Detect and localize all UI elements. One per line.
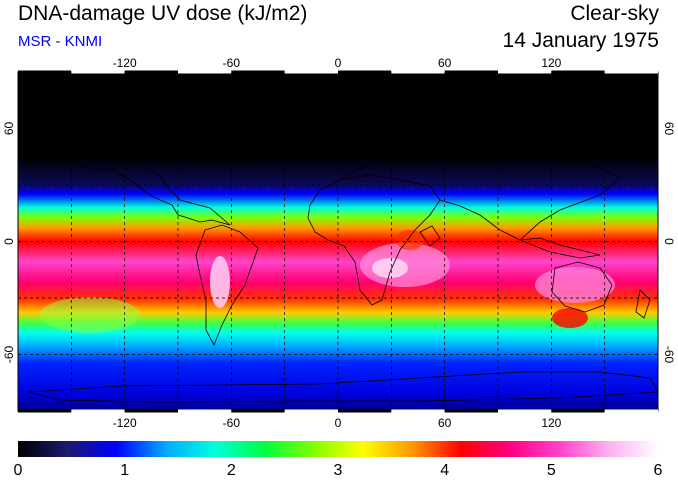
map-title: DNA-damage UV dose (kJ/m2) xyxy=(18,2,308,25)
colorbar-label: 1 xyxy=(120,462,129,479)
lon-label: 0 xyxy=(335,56,342,70)
frame-segment-bottom xyxy=(338,409,392,413)
colorbar-label: 0 xyxy=(14,462,23,479)
colorbar-label: 4 xyxy=(440,462,449,479)
frame-segment-top xyxy=(231,70,285,74)
frame-segment-bottom xyxy=(551,409,605,413)
lon-label: -60 xyxy=(223,416,241,430)
colorbar-label: 3 xyxy=(334,462,343,479)
frame-segment-bottom xyxy=(498,409,552,413)
uv-hotspots xyxy=(40,230,615,333)
colorbar-label: 5 xyxy=(547,462,556,479)
frame-segment-bottom xyxy=(124,409,178,413)
lon-label: 60 xyxy=(438,56,452,70)
lat-label: 60 xyxy=(662,122,676,136)
frame-segment-top xyxy=(178,70,232,74)
colorbar-labels: 0 1 2 3 4 5 6 xyxy=(14,462,663,479)
colorbar xyxy=(18,441,658,457)
lat-label: -60 xyxy=(2,346,16,364)
lat-label: 0 xyxy=(662,238,676,245)
sky-condition-label: Clear-sky xyxy=(570,2,659,25)
lat-labels-right: 60 0 -60 xyxy=(662,122,676,364)
lon-label: 120 xyxy=(541,416,561,430)
frame-segment-top xyxy=(284,70,338,74)
lat-label: 0 xyxy=(2,238,16,245)
frame-segment-top xyxy=(444,70,498,74)
lon-labels-bottom: -120 -60 0 60 120 xyxy=(113,416,562,430)
frame-segment-top xyxy=(551,70,605,74)
lon-label: 0 xyxy=(335,416,342,430)
lon-label: 120 xyxy=(541,56,561,70)
frame-segment-bottom xyxy=(284,409,338,413)
frame-segment-bottom xyxy=(71,409,125,413)
frame-ticks xyxy=(18,70,658,413)
source-label: MSR - KNMI xyxy=(18,33,103,50)
lat-labels-left: 60 0 -60 xyxy=(2,122,16,364)
frame-segment-bottom xyxy=(178,409,232,413)
frame-segment-top xyxy=(604,70,658,74)
frame-segment-bottom xyxy=(231,409,285,413)
lon-labels-top: -120 -60 0 60 120 xyxy=(113,56,562,70)
lon-label: -60 xyxy=(223,56,241,70)
lon-label: -120 xyxy=(113,416,137,430)
frame-segment-bottom xyxy=(18,409,72,413)
colorbar-label: 2 xyxy=(227,462,236,479)
frame-segment-top xyxy=(391,70,445,74)
coastlines xyxy=(27,149,658,403)
graticule xyxy=(18,72,658,411)
date-label: 14 January 1975 xyxy=(502,29,659,52)
frame-segment-bottom xyxy=(391,409,445,413)
frame-segment-bottom xyxy=(444,409,498,413)
frame-segment-top xyxy=(124,70,178,74)
lat-label: -60 xyxy=(662,346,676,364)
lon-label: 60 xyxy=(438,416,452,430)
colorbar-label: 6 xyxy=(654,462,663,479)
frame-segment-bottom xyxy=(604,409,658,413)
frame-segment-top xyxy=(71,70,125,74)
lon-label: -120 xyxy=(113,56,137,70)
frame-segment-top xyxy=(338,70,392,74)
frame-segment-top xyxy=(498,70,552,74)
lat-label: 60 xyxy=(2,122,16,136)
frame-segment-top xyxy=(18,70,72,74)
